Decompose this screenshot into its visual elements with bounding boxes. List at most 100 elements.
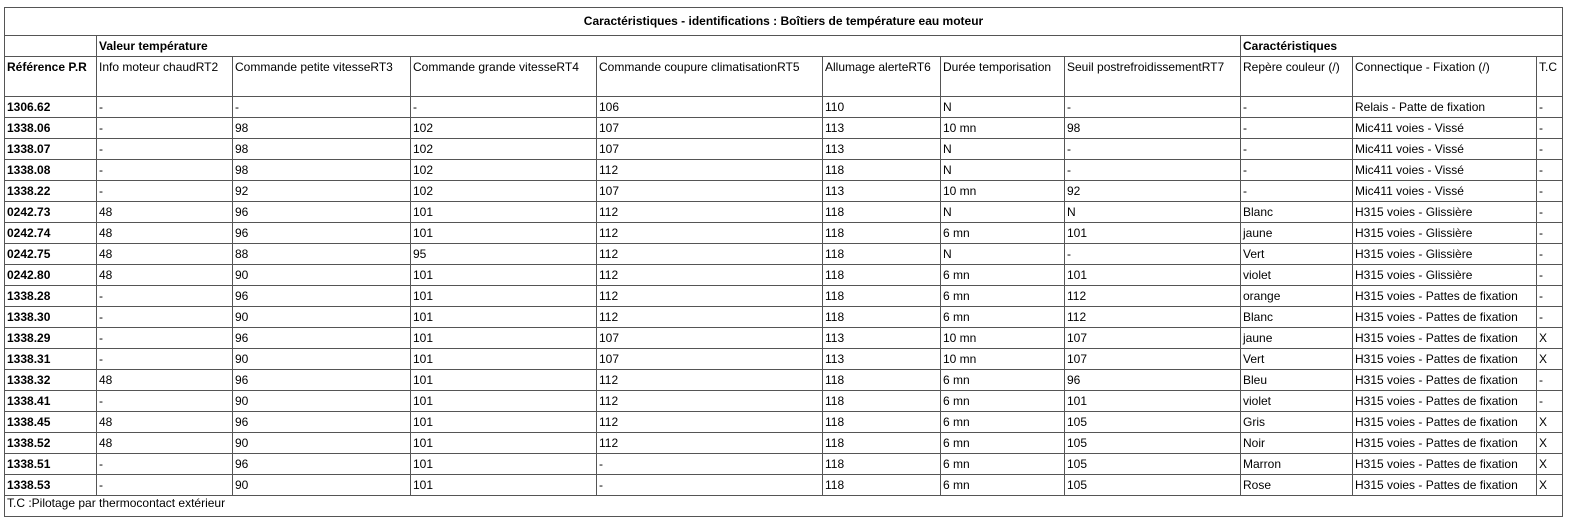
data-cell: N	[940, 96, 1065, 118]
data-cell: 48	[96, 243, 233, 265]
data-cell: -	[96, 159, 233, 181]
data-cell: -	[1535, 390, 1564, 412]
data-cell: -	[96, 327, 233, 349]
reference-cell: 0242.74	[4, 222, 97, 244]
data-cell: -	[1240, 159, 1353, 181]
data-cell: -	[1535, 285, 1564, 307]
data-cell: -	[596, 474, 823, 496]
spec-table: Caractéristiques - identifications : Boî…	[3, 7, 1564, 517]
data-cell: 6 mn	[940, 306, 1065, 328]
data-cell: H315 voies - Glissière	[1352, 201, 1537, 223]
data-cell: 101	[1064, 222, 1241, 244]
data-cell: 101	[410, 201, 597, 223]
data-cell: 101	[410, 390, 597, 412]
empty-cell	[4, 35, 97, 57]
data-cell: H315 voies - Pattes de fixation	[1352, 474, 1537, 496]
reference-cell: 0242.75	[4, 243, 97, 265]
data-cell: 96	[232, 327, 411, 349]
data-cell: 101	[1064, 264, 1241, 286]
reference-cell: 1338.29	[4, 327, 97, 349]
data-cell: 112	[1064, 285, 1241, 307]
column-header: Référence P.R	[4, 56, 97, 97]
data-cell: 101	[1064, 390, 1241, 412]
data-cell: 92	[232, 180, 411, 202]
data-cell: 102	[410, 180, 597, 202]
reference-cell: 1338.28	[4, 285, 97, 307]
table-title: Caractéristiques - identifications : Boî…	[3, 7, 1564, 36]
reference-cell: 1338.51	[4, 453, 97, 475]
column-header-row: Référence P.R Info moteur chaudRT2 Command…	[4, 56, 1564, 97]
data-cell: H315 voies - Glissière	[1352, 243, 1537, 265]
data-cell: 107	[596, 180, 823, 202]
reference-cell: 1338.45	[4, 411, 97, 433]
data-cell: H315 voies - Pattes de fixation	[1352, 453, 1537, 475]
data-cell: -	[1064, 159, 1241, 181]
data-cell: 10 mn	[940, 327, 1065, 349]
data-row: 1338.31-90 101 107 113 10 mn 107 Vert H315 voie…	[4, 348, 1564, 370]
data-cell: Mic411 voies - Vissé	[1352, 138, 1537, 160]
data-cell: -	[1535, 96, 1564, 118]
data-cell: 96	[232, 411, 411, 433]
group-header: Caractéristiques	[1239, 35, 1564, 57]
data-cell: 112	[596, 264, 823, 286]
footnote-row: T.C :Pilotage par thermocontact extérieu…	[3, 495, 1564, 517]
data-cell: X	[1535, 453, 1564, 475]
group-row: Valeur température Caractéristiques	[4, 35, 1564, 57]
data-cell: 118	[822, 201, 941, 223]
data-cell: 96	[232, 222, 411, 244]
data-cell: 95	[410, 243, 597, 265]
data-cell: 92	[1064, 180, 1241, 202]
data-cell: 118	[822, 474, 941, 496]
data-cell: Rose	[1240, 474, 1353, 496]
data-cell: 110	[822, 96, 941, 118]
data-cell: 6 mn	[940, 390, 1065, 412]
column-header: Commande grande vitesseRT4	[410, 56, 597, 97]
data-cell: Bleu	[1240, 369, 1353, 391]
group-header: Valeur température	[96, 35, 1241, 57]
data-cell: 48	[96, 264, 233, 286]
data-cell: 106	[596, 96, 823, 118]
data-cell: H315 voies - Pattes de fixation	[1352, 327, 1537, 349]
data-cell: 105	[1064, 411, 1241, 433]
data-cell: jaune	[1240, 327, 1353, 349]
data-cell: Marron	[1240, 453, 1353, 475]
data-cell: 90	[232, 474, 411, 496]
data-cell: 118	[822, 306, 941, 328]
data-cell: 102	[410, 159, 597, 181]
data-row: 1338.08-98 102 112 118 N - - Mic411 voies - Vis…	[4, 159, 1564, 181]
data-cell: 10 mn	[940, 117, 1065, 139]
data-cell: H315 voies - Glissière	[1352, 264, 1537, 286]
data-row: 1338.07-98 102 107 113 N - - Mic411 voies - Vis…	[4, 138, 1564, 160]
data-cell: 118	[822, 222, 941, 244]
data-cell: -	[1064, 138, 1241, 160]
data-cell: -	[1535, 369, 1564, 391]
data-cell: Mic411 voies - Vissé	[1352, 117, 1537, 139]
data-cell: 107	[596, 348, 823, 370]
data-cell: 96	[232, 201, 411, 223]
reference-cell: 1338.31	[4, 348, 97, 370]
data-cell: Mic411 voies - Vissé	[1352, 159, 1537, 181]
data-cell: jaune	[1240, 222, 1353, 244]
data-cell: -	[96, 390, 233, 412]
data-cell: 118	[822, 432, 941, 454]
data-cell: N	[940, 243, 1065, 265]
column-header: Commande coupure climatisationRT5	[596, 56, 823, 97]
data-cell: 112	[596, 159, 823, 181]
reference-cell: 0242.73	[4, 201, 97, 223]
data-cell: 48	[96, 201, 233, 223]
data-cell: -	[232, 96, 411, 118]
data-cell: -	[1535, 180, 1564, 202]
data-cell: -	[96, 180, 233, 202]
data-cell: -	[96, 453, 233, 475]
data-cell: N	[940, 159, 1065, 181]
data-cell: 101	[410, 453, 597, 475]
data-cell: 118	[822, 453, 941, 475]
data-row: 0242.75 48 88 95 112 118 N - Vert H315 voies - Gl…	[4, 243, 1564, 265]
data-cell: X	[1535, 327, 1564, 349]
data-cell: 101	[410, 306, 597, 328]
data-row: 1338.29-96 101 107 113 10 mn 107 jaune H315 voi…	[4, 327, 1564, 349]
data-cell: 96	[232, 285, 411, 307]
data-cell: -	[1535, 222, 1564, 244]
data-cell: 10 mn	[940, 348, 1065, 370]
